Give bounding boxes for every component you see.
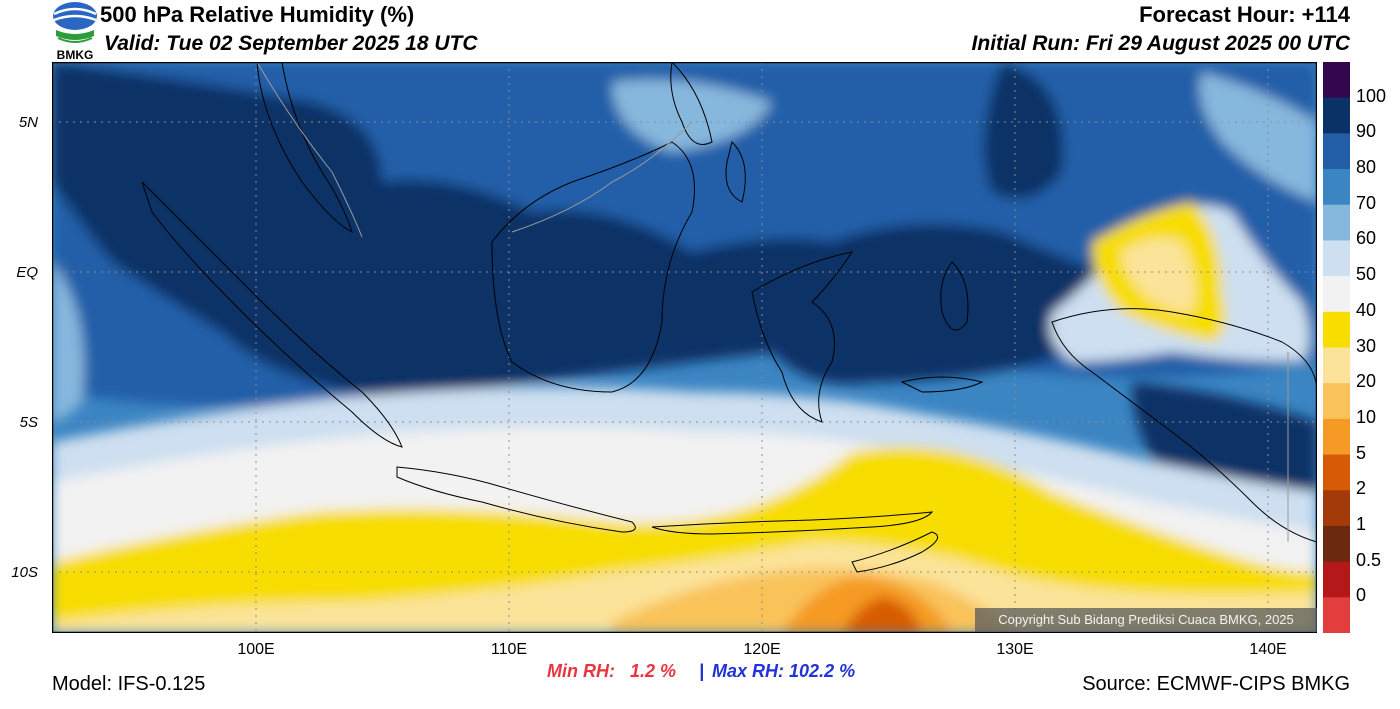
lat-label-5n: 5N: [18, 114, 38, 131]
humidity-band-90: [52, 62, 1132, 396]
colorbar-tick-label: 0.5: [1356, 549, 1382, 570]
lon-label-130e: 130E: [996, 641, 1034, 658]
forecast-hour: Forecast Hour: +114: [1139, 2, 1350, 27]
min-rh: Min RH: 1.2 %: [547, 661, 676, 682]
colorbar-swatch: [1323, 418, 1350, 456]
copyright-notice: Copyright Sub Bidang Prediksi Cuaca BMKG…: [975, 608, 1317, 632]
colorbar-swatch: [1323, 133, 1350, 170]
min-rh-value: 1.2 %: [630, 661, 677, 681]
borders: [256, 62, 1289, 542]
colorbar-swatch: [1323, 62, 1350, 99]
colorbar-tick-label: 100: [1356, 85, 1387, 106]
min-rh-label: Min RH:: [547, 661, 615, 681]
colorbar-swatch: [1323, 97, 1350, 134]
colorbar-swatch: [1323, 525, 1350, 563]
colorbar-tick-label: 10: [1356, 406, 1377, 427]
colorbar-swatch: [1323, 240, 1350, 277]
data-source: Source: ECMWF-CIPS BMKG: [1082, 673, 1350, 695]
colorbar-tick-label: 70: [1356, 192, 1377, 213]
coastlines: [141, 62, 1317, 573]
colorbar-tick-label: 90: [1356, 121, 1377, 142]
colorbar-swatch: [1323, 597, 1350, 634]
colorbar-swatch: [1323, 383, 1350, 420]
colorbar-swatch: [1323, 276, 1350, 313]
colorbar-swatch: [1323, 169, 1350, 206]
stat-separator: |: [699, 661, 705, 681]
map-title: 500 hPa Relative Humidity (%): [100, 2, 415, 27]
colorbar: [1323, 62, 1350, 634]
colorbar-swatch: [1323, 561, 1350, 598]
colorbar-swatch: [1323, 490, 1350, 527]
max-rh-value: 102.2 %: [789, 661, 856, 681]
humidity-field: [51, 61, 1318, 634]
colorbar-tick-label: 1: [1356, 513, 1367, 534]
colorbar-tick-label: 30: [1356, 335, 1377, 356]
lon-label-100e: 100E: [237, 641, 275, 658]
max-rh-label: Max RH:: [712, 661, 785, 681]
colorbar-tick-label: 5: [1356, 442, 1367, 463]
lat-label-5s: 5S: [19, 414, 38, 431]
colorbar-swatch: [1323, 454, 1350, 491]
model-name: Model: IFS-0.125: [52, 673, 206, 695]
humidity-map: [51, 61, 1318, 634]
lat-label-eq: EQ: [16, 264, 38, 281]
lon-label-120e: 120E: [743, 641, 781, 658]
bmkg-logo: BMKG: [50, 0, 100, 62]
colorbar-tick-label: 80: [1356, 157, 1377, 178]
lon-label-140e: 140E: [1249, 641, 1287, 658]
map-frame: [51, 61, 1318, 634]
bmkg-logo-icon: BMKG: [53, 2, 97, 62]
colorbar-tick-label: 2: [1356, 478, 1367, 499]
colorbar-tick-label: 60: [1356, 228, 1377, 249]
colorbar-swatches: [1323, 62, 1350, 634]
lat-label-10s: 10S: [11, 564, 38, 581]
colorbar-tick-label: 50: [1356, 264, 1377, 285]
initial-run: Initial Run: Fri 29 August 2025 00 UTC: [971, 32, 1350, 55]
colorbar-swatch: [1323, 347, 1350, 384]
colorbar-tick-label: 0: [1356, 585, 1367, 606]
svg-text:BMKG: BMKG: [57, 48, 94, 62]
graticule: [52, 62, 1317, 633]
colorbar-tick-label: 20: [1356, 371, 1377, 392]
colorbar-swatch: [1323, 311, 1350, 349]
valid-time: Valid: Tue 02 September 2025 18 UTC: [104, 32, 478, 55]
max-rh: Max RH: 102.2 %: [712, 661, 855, 682]
colorbar-swatch: [1323, 204, 1350, 242]
humidity-band-2: [842, 597, 922, 633]
colorbar-tick-label: 40: [1356, 299, 1377, 320]
lon-label-110e: 110E: [490, 641, 528, 658]
